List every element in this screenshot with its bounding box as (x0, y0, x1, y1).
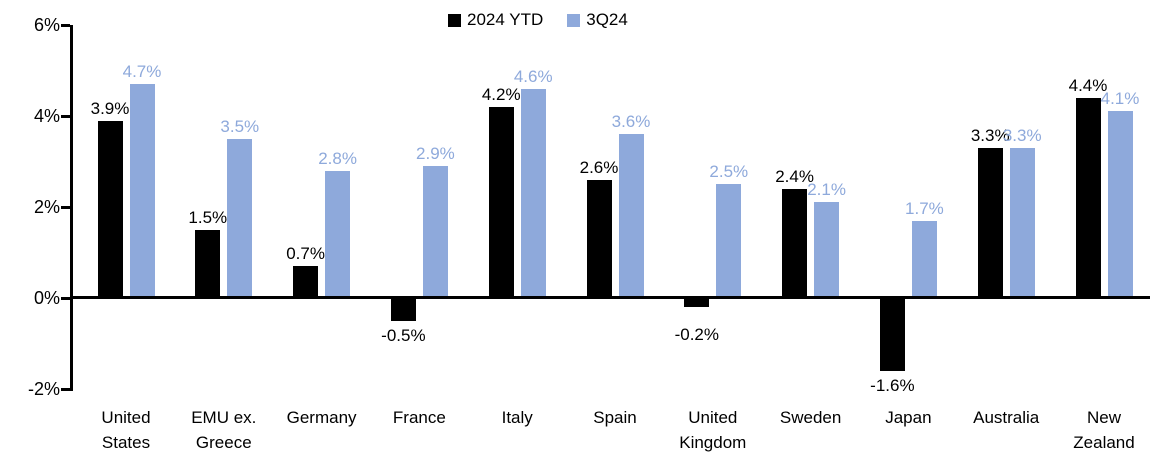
bar-2024-ytd-united-states (97, 120, 123, 298)
y-axis-tick-label: 6% (33, 15, 60, 35)
bar-value-label: 3.3% (1002, 125, 1042, 145)
x-axis-category-label: United States (101, 408, 151, 452)
bar-value-label: 4.4% (1068, 75, 1108, 95)
y-axis-tick-mark (61, 387, 70, 391)
bar-2024-ytd-japan (879, 298, 905, 371)
bar-3q24-sweden (814, 202, 840, 298)
bar-3q24-japan (911, 220, 937, 298)
legend-item-2024-ytd: 2024 YTD (448, 10, 543, 30)
bar-3q24-united-states (129, 84, 155, 298)
legend-label-2024-ytd: 2024 YTD (467, 10, 544, 29)
x-axis-category-label: Germany (286, 408, 357, 427)
bar-3q24-spain (618, 134, 644, 298)
y-axis-tick-label: 2% (33, 197, 60, 217)
x-axis-category-label: New Zealand (1073, 408, 1135, 452)
bar-value-label: 2.9% (416, 144, 455, 164)
bar-value-label: 2.1% (807, 180, 846, 200)
x-axis-category-label: Australia (973, 408, 1040, 427)
y-axis-tick-label: 0% (33, 288, 60, 308)
bar-2024-ytd-france (390, 298, 416, 321)
bar-2024-ytd-sweden (782, 188, 808, 298)
x-axis-category-label: United Kingdom (679, 408, 747, 452)
bar-value-label: 3.6% (611, 112, 651, 132)
bar-value-label: 2.5% (709, 162, 749, 182)
y-axis-tick-label: 4% (33, 106, 60, 126)
y-axis-tick-mark (61, 23, 70, 27)
x-axis-category-label: Italy (501, 408, 533, 427)
bar-value-label: 4.2% (481, 84, 521, 104)
bar-value-label: 4.7% (122, 62, 162, 82)
bar-value-label: -0.2% (674, 325, 719, 344)
bar-3q24-new-zealand (1107, 111, 1133, 298)
x-axis-category-label: Japan (885, 408, 932, 427)
bar-value-label: 3.9% (90, 98, 130, 118)
bar-value-label: 2.4% (775, 166, 814, 186)
y-axis-tick-mark (61, 296, 70, 300)
legend-swatch-black-icon (448, 13, 461, 27)
bar-value-label: 1.7% (905, 198, 944, 218)
bar-2024-ytd-united-kingdom (684, 298, 710, 308)
legend-item-3q24: 3Q24 (567, 10, 628, 30)
bar-3q24-emu-ex-greece (227, 138, 253, 298)
x-axis-category-label: Sweden (779, 408, 842, 427)
x-axis-category-label: EMU ex. Greece (191, 408, 257, 452)
bar-2024-ytd-emu-ex-greece (195, 229, 221, 298)
bar-3q24-italy (520, 88, 546, 298)
legend-label-3q24: 3Q24 (586, 10, 628, 29)
bar-value-label: 2.6% (579, 157, 619, 177)
x-axis-category-label: Spain (593, 408, 637, 427)
bar-2024-ytd-germany (293, 266, 319, 298)
x-axis-baseline (70, 296, 1150, 299)
bar-2024-ytd-australia (977, 147, 1003, 298)
y-axis-tick-mark (61, 114, 70, 118)
bar-value-label: -0.5% (381, 325, 426, 345)
bar-2024-ytd-spain (586, 179, 612, 298)
bar-2024-ytd-italy (488, 106, 514, 298)
y-axis-tick-label: -2% (27, 379, 60, 399)
bar-value-label: 2.8% (318, 148, 357, 168)
bar-3q24-france (422, 166, 448, 298)
bar-value-label: 3.3% (970, 125, 1010, 145)
y-axis-tick-mark (61, 205, 70, 209)
chart-legend: 2024 YTD 3Q24 (448, 10, 628, 30)
x-axis-category-label: France (392, 408, 446, 427)
bar-3q24-germany (325, 170, 351, 298)
bar-value-label: 1.5% (188, 207, 228, 227)
y-axis-line (70, 25, 73, 391)
bar-3q24-australia (1009, 147, 1035, 298)
bar-value-label: 4.6% (513, 66, 553, 86)
bar-3q24-united-kingdom (716, 184, 742, 298)
bar-value-label: 4.1% (1100, 89, 1140, 109)
bar-value-label: 3.5% (220, 116, 260, 136)
bar-value-label: -1.6% (870, 375, 915, 395)
bar-value-label: 0.7% (286, 244, 325, 264)
bar-2024-ytd-new-zealand (1075, 97, 1101, 298)
legend-swatch-blue-icon (567, 13, 581, 27)
